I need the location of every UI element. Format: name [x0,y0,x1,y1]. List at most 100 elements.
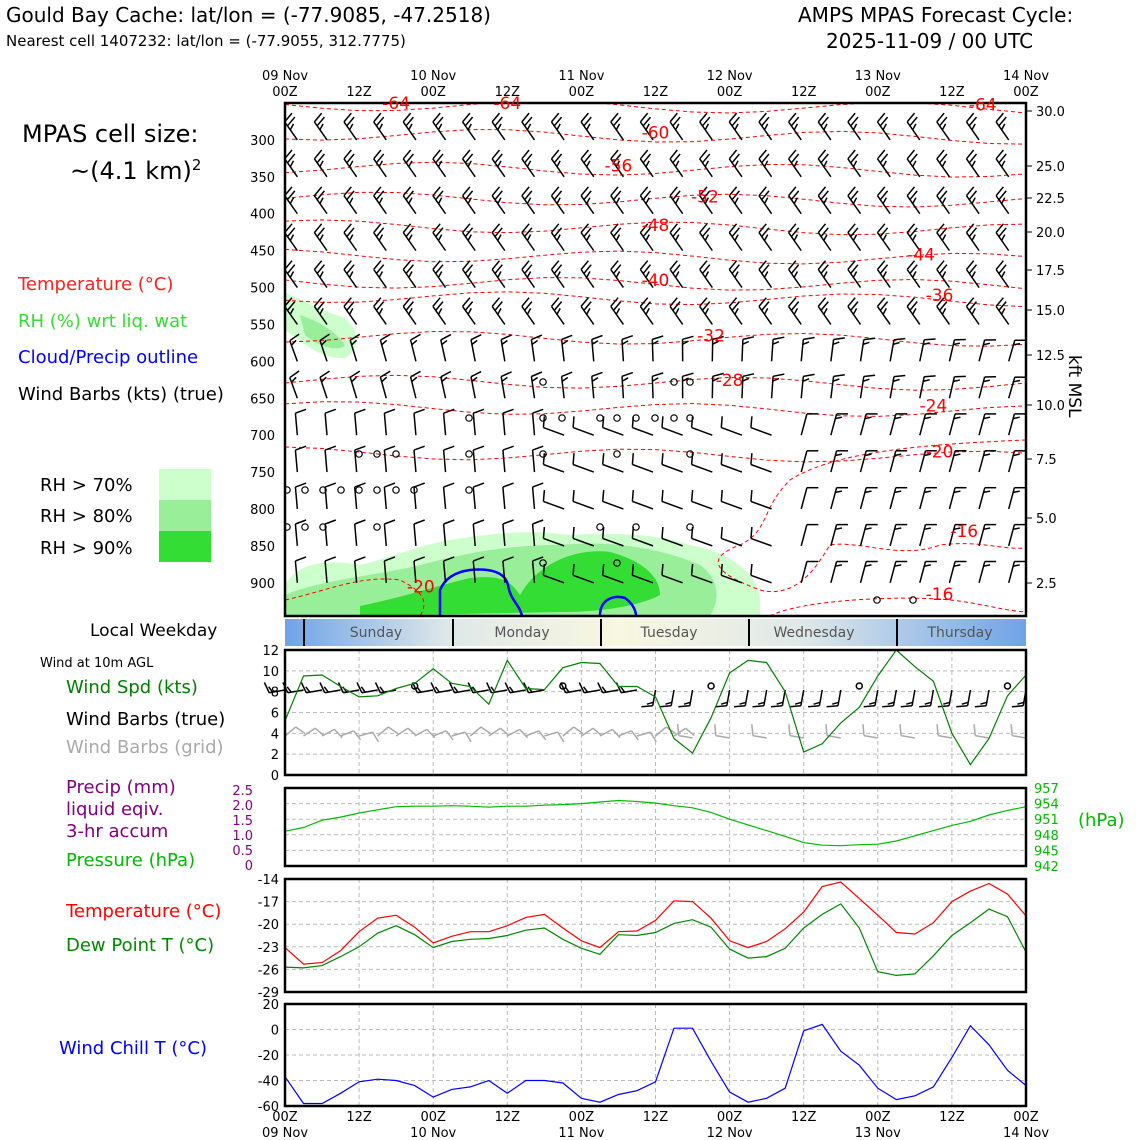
wind-barb [544,731,565,743]
wind-barb [936,149,951,178]
wind-barb-shaft [373,121,387,141]
wind-barb-feather [524,116,533,127]
calm-circle [686,450,694,458]
wind-barb-feather [305,686,311,693]
wind-barb-feather [659,705,672,708]
wind-barb [343,297,358,325]
wind-barb [324,482,337,510]
wind-barb-shaft [789,734,804,739]
wind-barb [521,297,536,325]
calm-circle [632,414,640,422]
wind-barb-feather [1000,160,1006,168]
wind-barb-shaft [313,269,328,288]
wind-barb-feather [532,482,544,488]
wind-barb [377,726,399,737]
wind-barb-feather [876,112,886,123]
wind-barb-feather [443,445,455,451]
wind-barb [542,453,565,473]
calm-circle [707,682,715,690]
wind-barb-feather [343,223,352,234]
wind-barb-shaft [900,734,915,739]
wind-barb [1007,376,1026,399]
wind-barb-shaft [432,195,447,215]
wind-barb-feather [852,160,858,168]
cloud-outline [438,568,638,616]
wind-barb-shaft [1012,734,1027,739]
wind-barb-shaft [817,158,832,178]
pressure-ytick-label: 948 [1034,829,1059,844]
wind-barb-feather [494,153,503,164]
pressure-tick-label: 450 [250,245,275,260]
wind-barb-shaft [402,158,417,178]
bottom-date-label: 11 Nov [558,1126,604,1140]
wind-barb-feather [580,223,589,234]
wind-barb-feather [893,374,906,378]
top-date-label: 14 Nov [1003,69,1049,84]
wind-barb-feather [961,701,969,705]
wind-barb [906,112,921,141]
wind-barb-feather [683,701,691,705]
wind-barb-feather [763,197,769,204]
wind-barb-feather [356,682,363,694]
wind-barb-feather [286,686,292,693]
wind-barb [491,149,506,178]
wind-barb-shaft [610,305,625,325]
windchill-ytick-label: -20 [258,1049,279,1064]
height-tick-label: 20.0 [1036,226,1065,241]
wind-barb [728,223,743,252]
wind-barb [651,335,664,362]
wind-barb-feather [876,223,886,234]
wind-barb-feather [591,340,599,345]
wind-barb-shaft [432,730,447,737]
wind-barb-shaft [948,339,956,362]
wind-barb-shaft [847,158,862,178]
wind-barb-feather [405,227,414,238]
wind-barb [1011,689,1027,708]
wind-barb-shaft [602,500,624,510]
wind-barb-shaft [726,689,731,706]
wind-barb-shaft [699,195,713,215]
wind-barb-feather [462,223,471,234]
wind-barb-feather [524,264,533,274]
wind-barb-feather [1017,701,1025,705]
wind-barb-feather [761,227,770,238]
wind-barb-shaft [580,158,595,178]
wind-barb-feather [939,190,948,201]
wind-barb-feather [375,116,385,127]
wind-barb-shaft [572,500,595,510]
wind-barb-shaft [472,523,476,546]
wind-barb-feather [467,197,472,204]
calm-circle [301,486,309,494]
wind-barb-shaft [1038,525,1044,546]
cloud-outline-1 [438,568,524,616]
wind-barb-shaft [691,500,713,510]
wind-barb-feather [289,234,295,241]
wind-barb-feather [669,186,678,197]
wind-barb-shaft [632,537,654,547]
wind-barb-shaft [770,376,774,399]
pressure-tick-label: 400 [250,208,275,223]
wind-barb-feather [936,297,945,307]
wind-barb [580,186,595,215]
wind-barb-shaft [859,487,867,510]
wind-barb-feather [497,123,502,131]
wind-barb-feather [862,341,870,346]
wind-barb-feather [410,333,421,341]
wind-barb-shaft [294,450,299,473]
wind-barb-feather [790,116,800,127]
wind-barb-feather [712,340,720,345]
wind-barb [714,724,730,739]
wind-barb-feather [443,556,455,562]
wind-barb [699,297,713,325]
wind-barb [300,682,323,694]
wind-ytick-label: 2 [271,748,279,763]
temperature-contour-label: -36 [926,286,954,306]
wind-barb-feather [936,260,945,270]
wind-barb-feather [645,234,650,241]
wind-barb [978,376,997,399]
wind-barb-shaft [889,413,897,436]
wind-barb-feather [820,116,829,127]
wind-barb [859,450,878,473]
wind-barb-shaft [632,463,654,473]
wind-barb-feather [835,416,843,420]
